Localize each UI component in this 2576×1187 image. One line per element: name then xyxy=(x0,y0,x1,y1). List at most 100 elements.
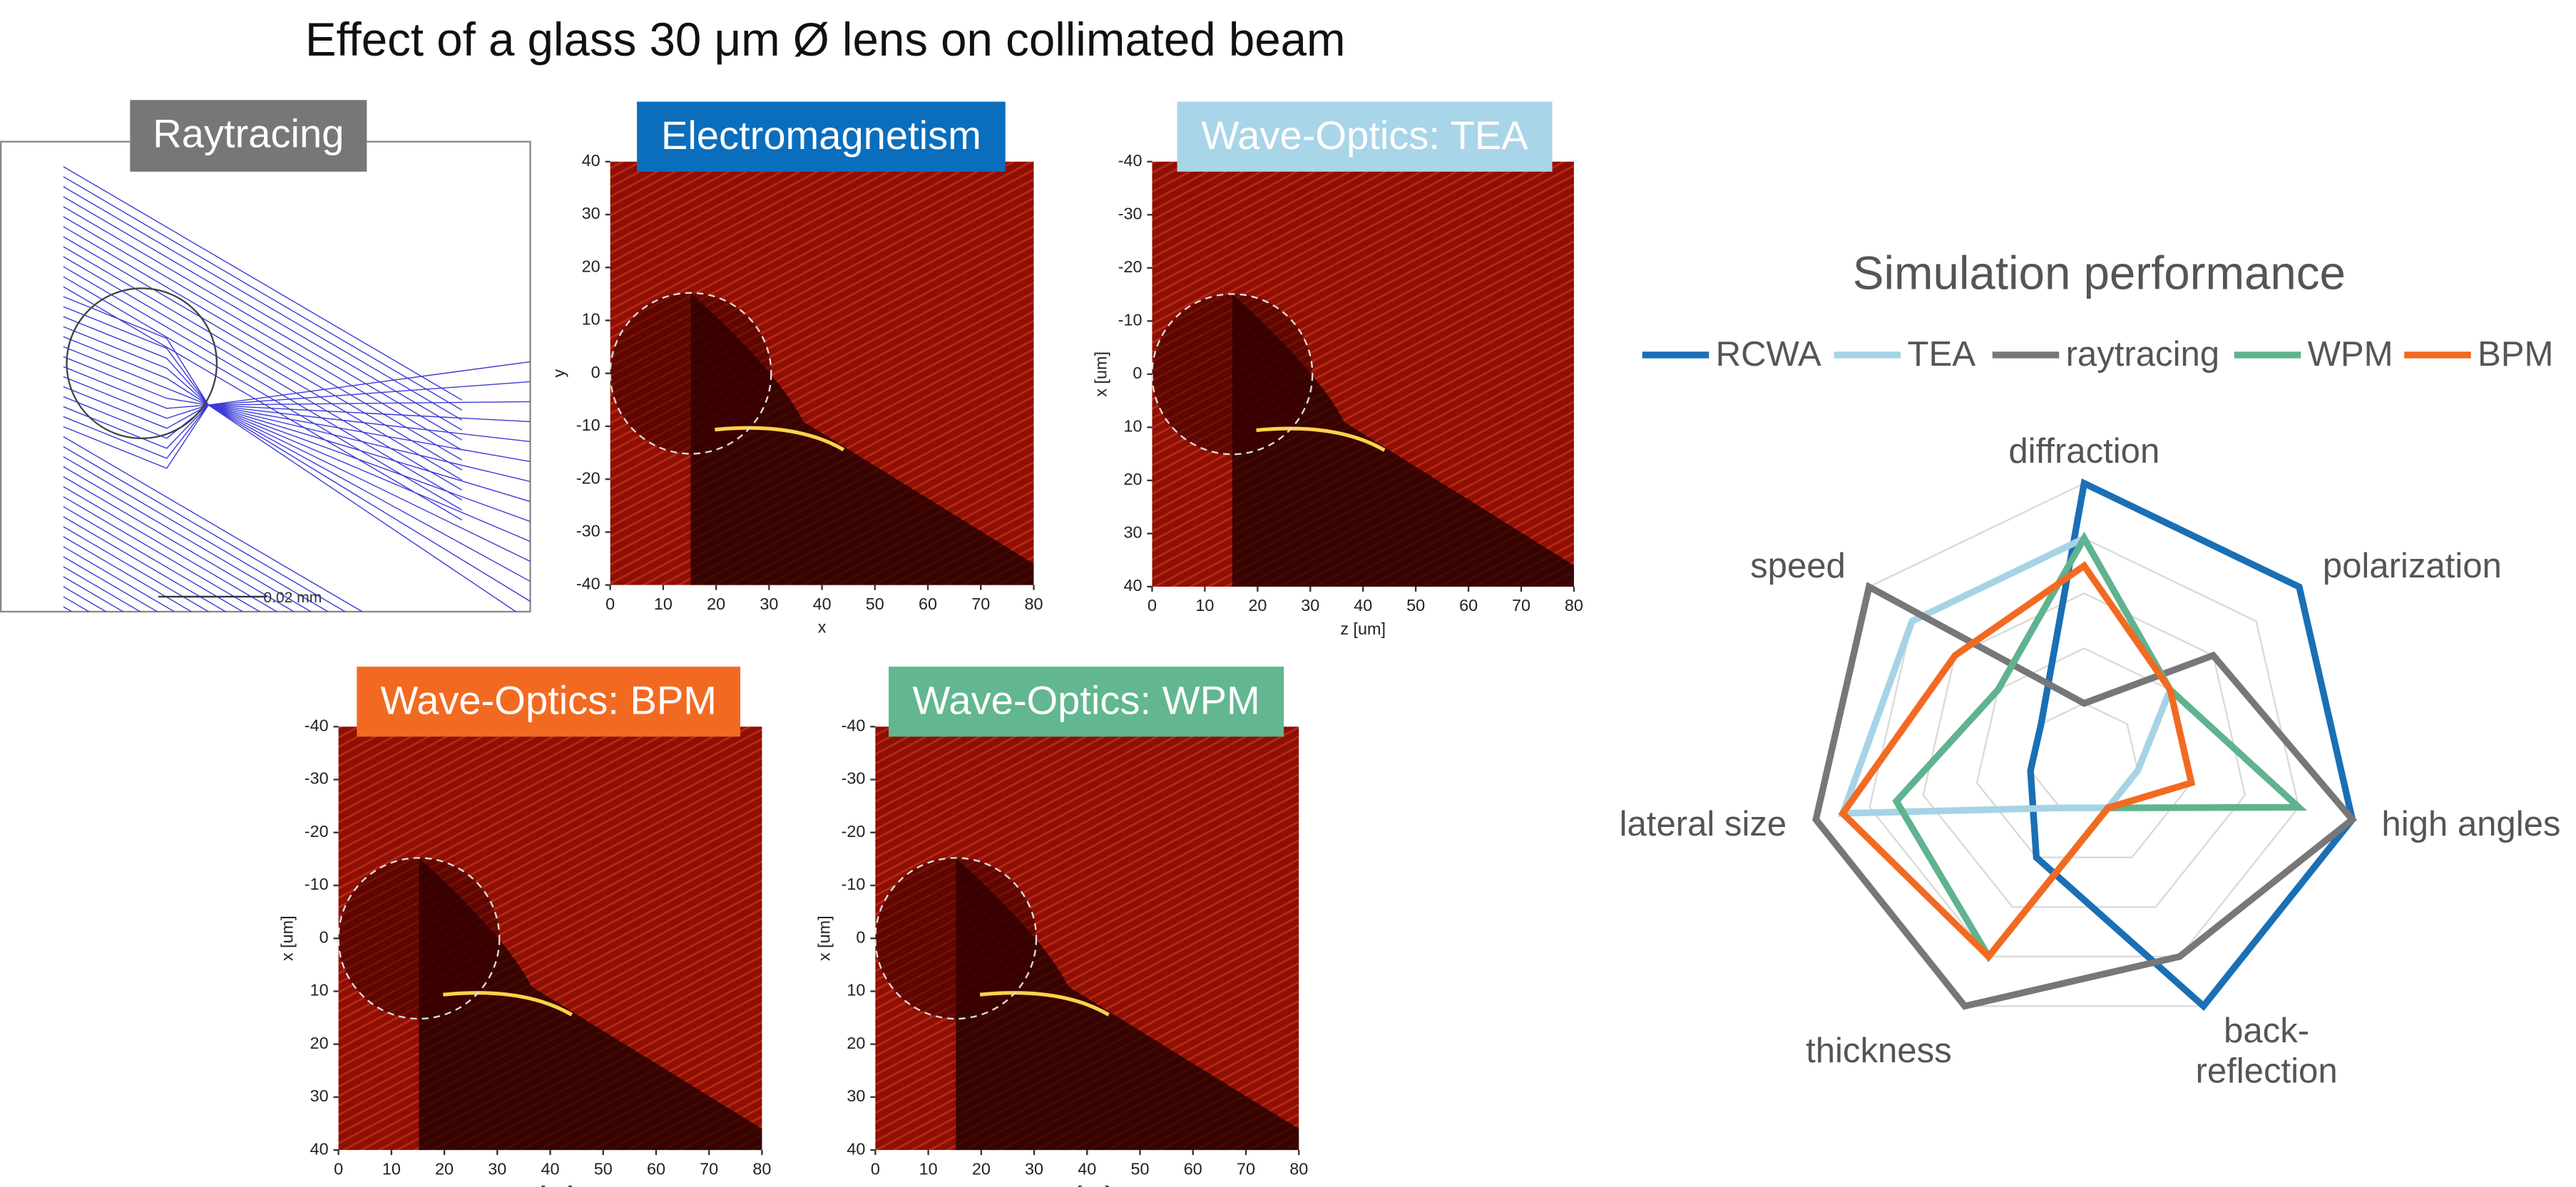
axis-label: thickness xyxy=(1806,1032,1952,1070)
legend-label: BPM xyxy=(2478,335,2553,374)
ray xyxy=(63,401,531,449)
y-tick-label: -40 xyxy=(576,575,600,593)
y-tick-label: 10 xyxy=(847,981,865,1000)
panel-label-box xyxy=(889,667,1284,737)
y-tick-label: -20 xyxy=(576,468,600,487)
x-tick-label: 20 xyxy=(1248,596,1267,615)
x-axis-label: z [um] xyxy=(528,1183,573,1187)
lens-interior xyxy=(610,292,772,454)
y-tick-label: 40 xyxy=(847,1139,865,1158)
panel-label: Raytracing xyxy=(153,111,344,156)
y-tick-label: -30 xyxy=(1118,204,1143,222)
ray xyxy=(63,456,329,612)
x-tick-label: 60 xyxy=(1184,1159,1202,1178)
ray xyxy=(63,246,462,481)
x-tick-label: 40 xyxy=(1354,596,1372,615)
shadow-region xyxy=(419,858,762,1151)
ray xyxy=(63,206,462,441)
x-tick-label: 50 xyxy=(1406,596,1425,615)
axis-label: back-reflection xyxy=(2196,1012,2338,1090)
y-tick-label: 10 xyxy=(310,981,329,1000)
y-tick-label: -10 xyxy=(305,875,329,893)
panel-label: Wave-Optics: TEA xyxy=(1201,113,1528,158)
y-tick-label: -40 xyxy=(842,716,866,734)
y-tick-label: -30 xyxy=(305,769,329,788)
lens-interior xyxy=(338,858,500,1019)
ray xyxy=(63,216,462,451)
x-tick-label: 10 xyxy=(654,595,673,613)
scale-bar-label: 0.02 mm xyxy=(263,590,322,606)
y-tick-label: 0 xyxy=(591,363,600,381)
x-axis-label: z [um] xyxy=(1340,620,1386,638)
y-tick-label: -30 xyxy=(842,769,866,788)
x-tick-label: 10 xyxy=(1195,596,1214,615)
x-tick-label: 20 xyxy=(435,1159,454,1178)
y-tick-label: -10 xyxy=(1118,310,1143,329)
series-line xyxy=(1838,561,2196,962)
y-axis-label: x [um] xyxy=(814,915,833,961)
caustic xyxy=(715,426,845,452)
panel-label-box xyxy=(130,100,367,172)
axis-label: lateral size xyxy=(1620,805,1787,843)
ray xyxy=(63,306,531,602)
ray xyxy=(63,366,531,483)
y-tick-label: -40 xyxy=(1118,151,1143,170)
ray xyxy=(63,496,261,612)
y-tick-label: 20 xyxy=(1123,470,1142,488)
ray xyxy=(63,386,531,443)
shadow-region xyxy=(956,858,1299,1151)
ray xyxy=(63,506,244,612)
y-tick-label: 40 xyxy=(1123,576,1142,595)
x-tick-label: 0 xyxy=(605,595,615,613)
lens-interior xyxy=(875,858,1037,1019)
x-tick-label: 70 xyxy=(700,1159,718,1178)
y-tick-label: 40 xyxy=(582,151,600,170)
y-tick-label: 0 xyxy=(320,927,329,946)
x-tick-label: 70 xyxy=(971,595,990,613)
x-tick-label: 30 xyxy=(488,1159,506,1178)
y-tick-label: -10 xyxy=(576,416,600,434)
y-tick-label: 30 xyxy=(310,1086,329,1105)
ray xyxy=(63,176,462,411)
y-tick-label: 30 xyxy=(582,204,600,222)
axis-label: polarization xyxy=(2323,547,2502,585)
y-tick-label: 0 xyxy=(856,927,865,946)
caustic xyxy=(979,991,1110,1017)
x-tick-label: 60 xyxy=(1459,596,1478,615)
ray xyxy=(63,336,531,543)
ray xyxy=(63,466,312,612)
lens-outline xyxy=(66,287,218,440)
ray xyxy=(63,346,531,523)
y-tick-label: 10 xyxy=(582,310,600,329)
y-tick-label: 20 xyxy=(310,1034,329,1052)
ray xyxy=(63,226,462,461)
ray xyxy=(63,356,531,503)
y-tick-label: 40 xyxy=(310,1139,329,1158)
y-tick-label: 0 xyxy=(1133,364,1142,382)
lens-outline xyxy=(337,857,501,1020)
y-axis-label: y xyxy=(550,369,568,378)
x-tick-label: 10 xyxy=(919,1159,938,1178)
y-tick-label: 30 xyxy=(1123,523,1142,542)
y-tick-label: -40 xyxy=(305,716,329,734)
x-tick-label: 60 xyxy=(647,1159,665,1178)
y-tick-label: -10 xyxy=(842,875,866,893)
caustic xyxy=(1256,426,1386,452)
ray xyxy=(63,376,531,463)
y-tick-label: -30 xyxy=(576,522,600,540)
legend-label: WPM xyxy=(2308,335,2393,374)
shadow-region xyxy=(1232,294,1574,587)
series-line xyxy=(1812,582,2358,1010)
chart-title: Simulation performance xyxy=(1853,247,2346,299)
x-tick-label: 0 xyxy=(334,1159,343,1178)
panel-label: Wave-Optics: BPM xyxy=(380,677,717,722)
ray xyxy=(63,326,531,562)
ray xyxy=(63,516,227,612)
series-line xyxy=(1838,534,2174,817)
legend-label: TEA xyxy=(1908,335,1976,374)
slide-title: Effect of a glass 30 μm Ø lens on collim… xyxy=(305,14,1346,66)
x-tick-label: 50 xyxy=(866,595,884,613)
axis-label: speed xyxy=(1750,547,1846,585)
axis-label: high angles xyxy=(2381,805,2560,843)
